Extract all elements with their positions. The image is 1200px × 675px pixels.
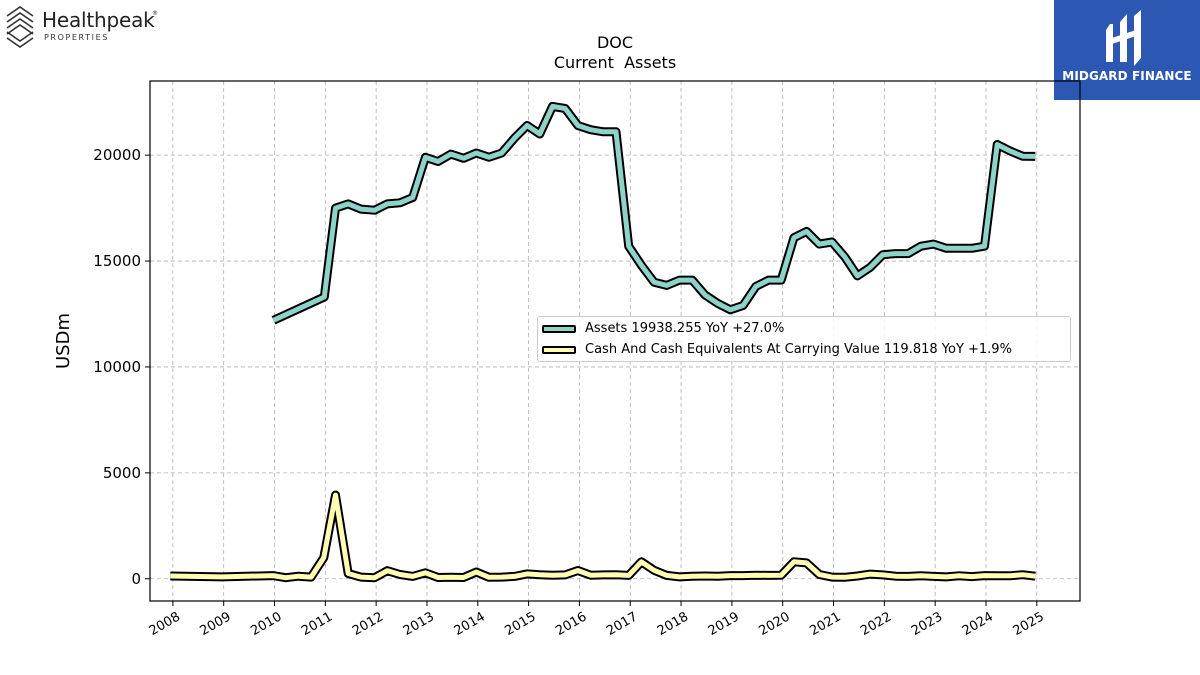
legend-swatch-cash bbox=[542, 346, 576, 354]
healthpeak-mark-icon bbox=[6, 6, 34, 48]
y-tick-label: 15000 bbox=[93, 252, 141, 270]
x-tick-label: 2017 bbox=[604, 609, 640, 639]
x-tick-label: 2008 bbox=[147, 609, 183, 639]
x-tick-label: 2018 bbox=[655, 609, 691, 639]
x-tick-label: 2014 bbox=[452, 609, 488, 639]
x-tick-label: 2023 bbox=[909, 609, 945, 639]
series-outline-cash bbox=[170, 490, 1036, 583]
y-axis-label: USDm bbox=[53, 313, 74, 369]
y-tick-label: 10000 bbox=[93, 358, 141, 376]
plot-frame bbox=[149, 80, 1081, 602]
series-line-cash bbox=[170, 492, 1036, 581]
x-axis-ticks: 2008 2009 2010 2011 2012 2013 2014 2015 2016 2017… bbox=[147, 601, 1047, 639]
x-tick-label: 2024 bbox=[960, 609, 996, 639]
x-tick-label: 2013 bbox=[401, 609, 437, 639]
midgard-finance-logo: MIDGARD FINANCE bbox=[1054, 0, 1200, 100]
legend-label-assets: Assets 19938.255 YoY +27.0% bbox=[585, 321, 785, 336]
y-tick-label: 5000 bbox=[103, 464, 141, 482]
x-tick-label: 2009 bbox=[198, 609, 234, 639]
x-tick-label: 2012 bbox=[350, 609, 386, 639]
chart-title: DOC bbox=[597, 33, 633, 52]
x-tick-label: 2022 bbox=[858, 609, 894, 639]
x-tick-label: 2010 bbox=[248, 609, 284, 639]
legend-label-cash: Cash And Cash Equivalents At Carrying Va… bbox=[585, 342, 1012, 357]
x-tick-label: 2015 bbox=[502, 609, 538, 639]
chart-legend: Assets 19938.255 YoY +27.0% Cash And Cas… bbox=[537, 316, 1071, 362]
chart-subtitle: Current Assets bbox=[554, 53, 676, 72]
y-axis-ticks: 0 5000 10000 15000 20000 bbox=[93, 146, 150, 588]
series-outline-assets bbox=[271, 101, 1036, 325]
healthpeak-logo-name: Healthpeak bbox=[42, 8, 155, 32]
healthpeak-logo: Healthpeak ® PROPERTIES bbox=[4, 4, 174, 48]
series-line-assets bbox=[272, 103, 1036, 323]
healthpeak-logo-sub: PROPERTIES bbox=[44, 33, 109, 42]
data-series bbox=[170, 101, 1036, 583]
x-tick-label: 2025 bbox=[1011, 609, 1047, 639]
y-tick-label: 20000 bbox=[93, 146, 141, 164]
y-tick-label: 0 bbox=[131, 570, 141, 588]
x-tick-label: 2011 bbox=[299, 609, 335, 639]
midgard-finance-logo-name: MIDGARD FINANCE bbox=[1062, 69, 1192, 83]
midgard-mark-icon bbox=[1106, 10, 1141, 66]
x-tick-label: 2019 bbox=[706, 609, 742, 639]
x-tick-label: 2020 bbox=[757, 609, 793, 639]
x-tick-label: 2021 bbox=[807, 609, 843, 639]
legend-swatch-assets bbox=[542, 325, 576, 333]
x-tick-label: 2016 bbox=[553, 609, 589, 639]
healthpeak-logo-reg: ® bbox=[152, 10, 158, 17]
